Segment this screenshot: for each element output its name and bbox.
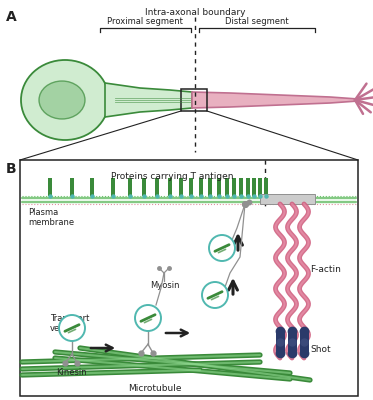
- Bar: [168, 178, 172, 196]
- Circle shape: [209, 235, 235, 261]
- Bar: [246, 178, 250, 196]
- Bar: [288, 331, 297, 353]
- Text: Shot: Shot: [310, 346, 330, 354]
- Ellipse shape: [39, 81, 85, 119]
- Bar: [239, 178, 243, 196]
- Bar: [90, 178, 94, 196]
- Text: Intra-axonal boundary: Intra-axonal boundary: [145, 8, 245, 17]
- Text: Proteins carrying T antigen: Proteins carrying T antigen: [111, 172, 233, 181]
- Bar: [208, 178, 212, 196]
- Bar: [155, 178, 159, 196]
- Bar: [225, 178, 229, 196]
- Text: F-actin: F-actin: [310, 266, 341, 274]
- Text: Plasma
membrane: Plasma membrane: [28, 208, 74, 227]
- Bar: [22, 196, 356, 204]
- Bar: [70, 178, 74, 196]
- Bar: [181, 89, 207, 111]
- Polygon shape: [105, 83, 192, 117]
- Text: Proximal segment: Proximal segment: [107, 17, 183, 26]
- Bar: [300, 331, 308, 353]
- Bar: [142, 178, 146, 196]
- Bar: [20, 160, 358, 396]
- Bar: [128, 178, 132, 196]
- Ellipse shape: [21, 60, 109, 140]
- Bar: [232, 178, 236, 196]
- Bar: [252, 178, 256, 196]
- Bar: [260, 194, 315, 204]
- Bar: [48, 178, 52, 196]
- Text: Transport
vesicle: Transport vesicle: [50, 314, 90, 334]
- Text: Distal segment: Distal segment: [225, 17, 289, 26]
- Bar: [258, 178, 262, 196]
- Bar: [264, 178, 268, 196]
- Circle shape: [59, 315, 85, 341]
- Polygon shape: [192, 92, 358, 108]
- Text: B: B: [6, 162, 17, 176]
- Bar: [179, 178, 183, 196]
- Text: Myosin: Myosin: [150, 281, 179, 290]
- Circle shape: [135, 305, 161, 331]
- Bar: [276, 331, 285, 353]
- Bar: [217, 178, 221, 196]
- Text: Microtubule: Microtubule: [128, 384, 182, 393]
- Circle shape: [202, 282, 228, 308]
- Bar: [111, 178, 115, 196]
- Bar: [189, 178, 193, 196]
- Text: Kinesin: Kinesin: [56, 368, 87, 377]
- Bar: [199, 178, 203, 196]
- Text: A: A: [6, 10, 17, 24]
